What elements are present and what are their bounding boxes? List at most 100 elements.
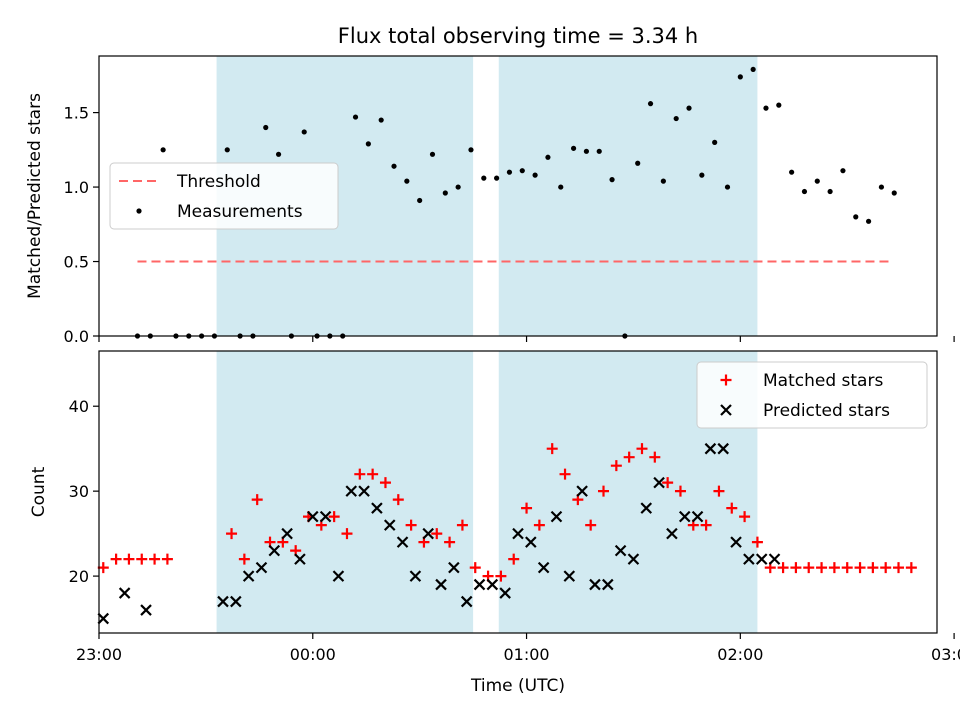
predicted-star-point xyxy=(255,561,268,574)
matched-star-point xyxy=(816,562,828,574)
predicted-star-point xyxy=(358,485,370,497)
matched-star-point xyxy=(469,562,481,574)
bottom-ytick-label: 40 xyxy=(69,397,89,416)
matched-star-point xyxy=(238,553,250,565)
bottom-plot-frame xyxy=(98,350,938,634)
top-ytick-label: 0.0 xyxy=(64,327,89,346)
matched-star-point xyxy=(226,528,238,540)
bottom-legend: Matched stars Predicted stars xyxy=(696,361,928,429)
predicted-star-point xyxy=(512,527,524,540)
predicted-star-point xyxy=(614,544,627,557)
predicted-star-point xyxy=(473,578,486,591)
top-plot-frame xyxy=(98,55,938,337)
measurement-point xyxy=(878,184,885,190)
matched-star-point xyxy=(739,511,751,523)
predicted-star-point xyxy=(345,485,358,497)
predicted-star-point xyxy=(666,527,678,540)
measurement-point xyxy=(699,172,705,178)
bottom-y-axis-label: Count xyxy=(29,466,49,517)
predicted-star-point xyxy=(140,604,152,616)
measurement-point xyxy=(673,115,679,122)
legend-label-measurements: Measurements xyxy=(177,202,303,222)
matched-star-point xyxy=(123,553,135,565)
measurement-point xyxy=(352,114,359,120)
measurement-point xyxy=(263,124,269,131)
measurement-point xyxy=(494,175,500,181)
measurement-point xyxy=(558,184,564,190)
measurement-point xyxy=(801,188,808,195)
predicted-star-point xyxy=(576,485,588,497)
legend-label-matched: Matched stars xyxy=(763,371,883,391)
matched-star-point xyxy=(636,443,648,455)
predicted-star-point xyxy=(653,476,665,489)
predicted-star-point xyxy=(319,510,332,523)
matched-star-point xyxy=(405,519,417,531)
matched-star-point xyxy=(110,553,122,565)
matched-star-point xyxy=(700,519,712,531)
measurement-point xyxy=(827,188,833,195)
predicted-star-point xyxy=(448,561,460,574)
predicted-star-point xyxy=(691,510,704,523)
measurement-point xyxy=(609,177,615,183)
measurement-point xyxy=(160,147,166,153)
matched-star-point xyxy=(662,477,674,489)
measurement-point xyxy=(442,190,448,196)
measurement-point xyxy=(570,145,577,151)
predicted-star-point xyxy=(550,510,563,523)
top-legend: Threshold Measurements xyxy=(109,162,339,230)
top-y-axis-label: Matched/Predicted stars xyxy=(25,93,45,299)
predicted-star-point xyxy=(563,570,576,582)
top-ytick-label: 1.5 xyxy=(64,104,89,123)
predicted-star-point xyxy=(281,527,293,540)
measurement-point xyxy=(635,160,641,166)
measurement-point xyxy=(532,172,538,178)
shaded-interval xyxy=(498,56,758,336)
predicted-star-point xyxy=(371,502,383,514)
matched-star-point xyxy=(880,562,892,574)
predicted-star-point xyxy=(118,587,131,599)
matched-star-point xyxy=(379,477,391,489)
measurement-point xyxy=(545,154,551,160)
predicted-star-point xyxy=(383,519,396,531)
predicted-star-point xyxy=(97,612,110,625)
top-ytick-label: 0.5 xyxy=(64,253,89,272)
measurement-point xyxy=(224,147,230,153)
matched-star-point xyxy=(341,528,353,540)
predicted-star-point xyxy=(268,544,281,557)
xtick-label: 00:00 xyxy=(290,645,336,664)
matched-star-point xyxy=(726,502,738,514)
matched-star-point xyxy=(623,451,635,463)
matched-star-point xyxy=(97,562,109,574)
predicted-star-point xyxy=(589,578,601,591)
xtick-label: 03:00 xyxy=(931,645,960,664)
measurement-point xyxy=(583,148,590,154)
matched-star-point xyxy=(713,485,725,497)
measurement-point xyxy=(378,117,384,123)
predicted-star-point xyxy=(537,561,550,574)
measurement-point xyxy=(712,139,718,145)
measurement-point xyxy=(750,66,756,73)
predicted-star-point xyxy=(640,502,653,514)
matched-star-point xyxy=(905,562,917,574)
predicted-star-point xyxy=(602,578,614,591)
matched-star-point xyxy=(444,536,456,548)
predicted-star-point xyxy=(306,510,319,523)
matched-star-point xyxy=(585,519,597,531)
measurement-point xyxy=(365,141,371,147)
top-panel: Flux total observing time = 3.34 h 0.0 0.… xyxy=(25,24,955,346)
matched-star-point xyxy=(649,451,661,463)
measurement-point xyxy=(404,178,410,184)
xtick-label: 02:00 xyxy=(717,645,763,664)
predicted-star-point xyxy=(217,595,229,608)
measurement-point xyxy=(763,105,769,111)
predicted-star-point xyxy=(242,570,255,582)
predicted-star-point xyxy=(704,442,717,455)
legend-predicted-swatch xyxy=(720,404,732,416)
measurement-point xyxy=(660,178,666,184)
legend-box xyxy=(109,162,339,230)
top-ytick-label: 1.0 xyxy=(64,178,89,197)
measurement-point xyxy=(789,169,795,175)
matched-star-point xyxy=(251,494,263,506)
matched-star-point xyxy=(354,468,366,480)
matched-star-point xyxy=(161,553,173,565)
